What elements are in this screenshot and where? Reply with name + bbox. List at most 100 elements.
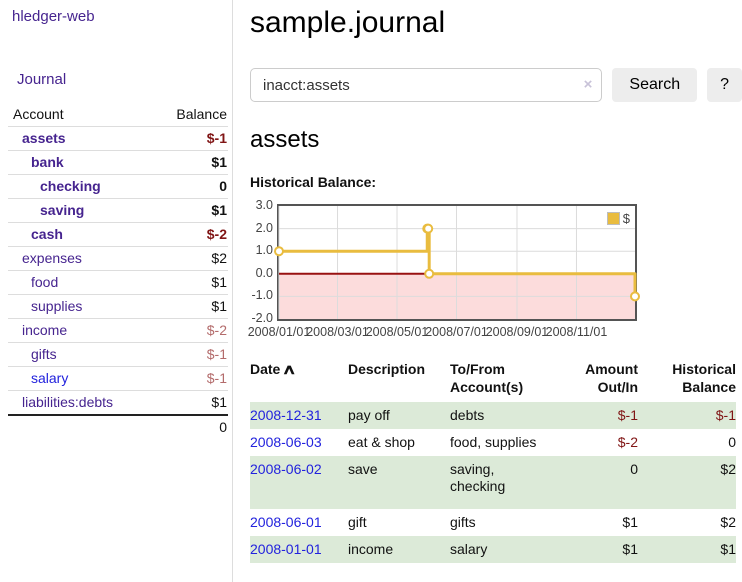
- sidebar: hledger-web Journal Account Balance asse…: [0, 0, 233, 582]
- app-title-link[interactable]: hledger-web: [12, 8, 95, 25]
- search-row: × Search ?: [250, 68, 742, 102]
- account-balance: $1: [211, 298, 227, 314]
- y-tick-label: 3.0: [255, 198, 273, 212]
- x-tick-label: 2008/05/01: [365, 325, 429, 339]
- account-row: food $1: [8, 270, 228, 295]
- account-balance: $1: [211, 154, 227, 170]
- account-link[interactable]: income: [22, 322, 68, 338]
- transaction-date-link[interactable]: 2008-06-02: [250, 461, 322, 477]
- register-col-date: Date ∧: [250, 361, 297, 377]
- accounts-table-header: Account Balance: [8, 103, 228, 127]
- transaction-description: gift: [348, 514, 367, 530]
- transaction-date-link[interactable]: 2008-06-01: [250, 514, 322, 530]
- register-header-row: Date ∧ Description To/From Account(s) Amo…: [250, 356, 736, 402]
- account-link[interactable]: food: [31, 274, 59, 290]
- account-balance: $-2: [206, 226, 227, 242]
- sidebar-item-journal[interactable]: Journal: [17, 71, 67, 88]
- x-tick-label: 2008/01/01: [247, 325, 311, 339]
- account-row: supplies $1: [8, 294, 228, 319]
- account-row: assets $-1: [8, 126, 228, 151]
- y-tick-label: 2.0: [255, 220, 273, 235]
- account-link[interactable]: saving: [40, 202, 85, 218]
- transaction-row: 2008-06-01 gift gifts $1 $2: [250, 509, 736, 536]
- transaction-date-link[interactable]: 2008-01-01: [250, 541, 322, 557]
- account-link[interactable]: assets: [22, 130, 66, 146]
- transaction-historical-balance: $2: [720, 461, 736, 477]
- transaction-row: 2008-06-02 save saving, checking 0 $2: [250, 456, 736, 509]
- y-tick-label: 1.0: [255, 243, 273, 258]
- clear-search-icon[interactable]: ×: [583, 76, 593, 93]
- account-link[interactable]: checking: [40, 178, 101, 194]
- legend-swatch-icon: [606, 212, 620, 225]
- transaction-historical-balance: $2: [720, 514, 736, 530]
- x-tick-label: 2008/09/01: [485, 325, 549, 339]
- account-balance: 0: [219, 178, 227, 194]
- account-balance: $-2: [206, 322, 227, 338]
- x-tick-label: 2008/07/01: [425, 325, 488, 339]
- chart-plot-area[interactable]: $: [274, 204, 640, 321]
- balance-chart: 3.0 2.0 1.0 0.0 -1.0 -2.0 $ 2008/01/01 2008/03…: [247, 198, 670, 342]
- account-row: checking 0: [8, 174, 228, 199]
- account-link[interactable]: cash: [31, 226, 63, 242]
- accounts-total-row: 0: [8, 415, 228, 439]
- register-col-amount: Amount Out/In: [585, 361, 638, 395]
- account-row: salary $-1: [8, 366, 228, 391]
- search-box: ×: [250, 68, 603, 102]
- account-heading: assets: [250, 126, 320, 153]
- account-row: gifts $-1: [8, 342, 228, 367]
- x-tick-label: 2008/11/01: [545, 325, 608, 339]
- chart-legend: $: [606, 211, 630, 226]
- account-link[interactable]: salary: [31, 370, 69, 386]
- chart-title: Historical Balance:: [250, 174, 377, 190]
- transaction-tofrom: food, supplies: [450, 434, 537, 450]
- accounts-total-value: 0: [219, 419, 227, 435]
- y-tick-label: -2.0: [251, 311, 273, 325]
- register-col-tofrom: To/From Account(s): [450, 361, 524, 395]
- account-row: expenses $2: [8, 246, 228, 271]
- account-balance: $1: [211, 394, 227, 410]
- account-balance: $1: [211, 202, 227, 218]
- account-balance: $-1: [206, 130, 227, 146]
- transaction-amount: 0: [630, 461, 638, 477]
- transaction-amount: $1: [622, 514, 638, 530]
- transaction-tofrom: saving, checking: [450, 461, 506, 494]
- search-input[interactable]: [250, 68, 603, 102]
- y-tick-label: 0.0: [255, 265, 273, 280]
- account-link[interactable]: expenses: [22, 250, 82, 266]
- account-link[interactable]: bank: [31, 154, 64, 170]
- transaction-description: eat & shop: [348, 434, 415, 450]
- transaction-historical-balance: $-1: [715, 407, 736, 423]
- y-tick-label: -1.0: [251, 288, 273, 303]
- account-balance: $1: [211, 274, 227, 290]
- transaction-amount: $-2: [617, 434, 638, 450]
- page-title: sample.journal: [250, 6, 446, 39]
- transaction-description: save: [348, 461, 378, 477]
- register-col-description: Description: [348, 361, 426, 377]
- transaction-tofrom: gifts: [450, 514, 476, 530]
- transaction-row: 2008-12-31 pay off debts $-1 $-1: [250, 402, 736, 429]
- transaction-amount: $1: [622, 541, 638, 557]
- transaction-date-link[interactable]: 2008-06-03: [250, 434, 322, 450]
- help-button[interactable]: ?: [707, 68, 742, 102]
- main-panel: sample.journal × Search ? assets Histori…: [234, 0, 742, 563]
- legend-label: $: [622, 211, 630, 226]
- account-link[interactable]: liabilities:debts: [22, 394, 114, 410]
- account-row: income $-2: [8, 318, 228, 343]
- account-link[interactable]: supplies: [31, 298, 83, 314]
- transaction-amount: $-1: [617, 407, 638, 423]
- transaction-historical-balance: 0: [728, 434, 736, 450]
- transaction-date-link[interactable]: 2008-12-31: [250, 407, 322, 423]
- account-row: liabilities:debts $1: [8, 390, 228, 416]
- accounts-col-balance: Balance: [176, 106, 227, 122]
- search-button[interactable]: Search: [612, 68, 698, 102]
- account-balance: $-1: [206, 346, 227, 362]
- accounts-table: Account Balance assets $-1 bank $1 check…: [8, 103, 228, 439]
- register-table: Date ∧ Description To/From Account(s) Amo…: [250, 356, 736, 563]
- account-row: cash $-2: [8, 222, 228, 247]
- transaction-historical-balance: $1: [720, 541, 736, 557]
- x-tick-label: 2008/03/01: [306, 325, 369, 339]
- transaction-description: pay off: [348, 407, 390, 423]
- account-link[interactable]: gifts: [31, 346, 57, 362]
- sort-ascending-icon: ∧: [282, 361, 297, 377]
- account-row: bank $1: [8, 150, 228, 175]
